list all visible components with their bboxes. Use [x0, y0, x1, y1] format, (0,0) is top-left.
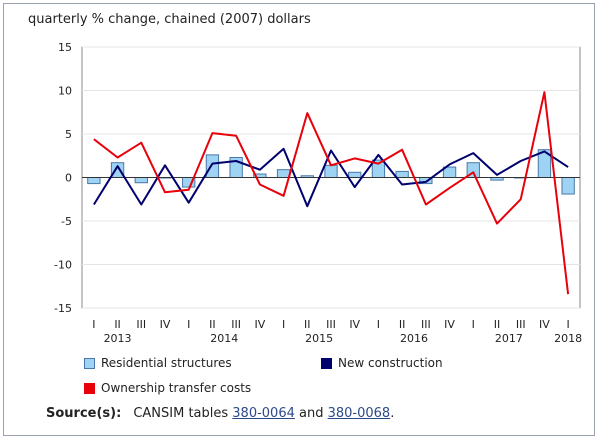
y-tick-0: 0 — [65, 172, 72, 185]
x-tick-labels: I II III IV I II III IV I II III IV I II III IV I II III IV… — [92, 318, 582, 345]
legend-item-residential: Residential structures — [84, 356, 232, 370]
x-tick-III-2: III — [136, 318, 146, 331]
legend-item-new-construction: New construction — [321, 356, 443, 370]
x-tick-I-4: I — [187, 318, 190, 331]
year-label-2014: 2014 — [210, 332, 238, 345]
y-tick--10: -10 — [54, 259, 72, 272]
x-tick-III-14: III — [421, 318, 431, 331]
x-tick-II-13: II — [399, 318, 406, 331]
bar-residential-structures-0 — [87, 177, 101, 185]
y-axis-title: quarterly % change, chained (2007) dolla… — [28, 12, 311, 27]
bar-residential-structures-8 — [276, 169, 291, 178]
year-label-2017: 2017 — [495, 332, 523, 345]
line-new-construction — [93, 147, 569, 208]
y-tick-10: 10 — [58, 85, 72, 98]
source-note: Source(s): CANSIM tables 380-0064 and 380… — [46, 406, 394, 421]
x-tick-II-9: II — [304, 318, 311, 331]
x-tick-IV-11: IV — [349, 318, 360, 331]
x-tick-I-16: I — [472, 318, 475, 331]
x-tick-II-5: II — [209, 318, 216, 331]
line-ownership-transfer-costs — [93, 91, 570, 295]
legend-swatch-residential — [84, 357, 95, 369]
x-tick-IV-7: IV — [254, 318, 265, 331]
line-series — [93, 91, 570, 295]
source-label: Source(s): — [46, 406, 122, 421]
source-text-end: . — [390, 406, 395, 421]
bar-residential-structures-11 — [348, 171, 362, 178]
year-label-2016: 2016 — [400, 332, 428, 345]
bar-residential-structures-1 — [110, 162, 125, 179]
x-tick-I-8: I — [282, 318, 285, 331]
x-tick-III-10: III — [326, 318, 336, 331]
x-tick-IV-3: IV — [160, 318, 171, 331]
x-tick-III-6: III — [231, 318, 241, 331]
y-tick-5: 5 — [65, 128, 72, 141]
y-tick-labels: 15 10 5 0 -5 -10 -15 — [54, 41, 72, 315]
bar-residential-structures-5 — [205, 154, 220, 179]
x-tick-II-17: II — [494, 318, 501, 331]
year-label-2018: 2018 — [554, 332, 582, 345]
y-tick--15: -15 — [54, 302, 72, 315]
source-link-380-0064[interactable]: 380-0064 — [232, 406, 295, 421]
source-text: CANSIM tables — [133, 406, 233, 421]
bar-residential-structures-20 — [561, 177, 575, 195]
chart-frame — [3, 3, 595, 436]
year-label-2013: 2013 — [104, 332, 132, 345]
x-tick-I-12: I — [377, 318, 380, 331]
x-tick-I-20: I — [567, 318, 570, 331]
source-text-and: and — [294, 406, 328, 421]
legend-item-ownership: Ownership transfer costs — [84, 381, 251, 395]
bar-residential-structures-10 — [324, 164, 338, 179]
y-tick-15: 15 — [58, 41, 72, 54]
source-link-380-0068[interactable]: 380-0068 — [327, 406, 391, 421]
x-tick-II-1: II — [114, 318, 121, 331]
legend-label-residential: Residential structures — [101, 356, 232, 370]
bar-residential-structures-2 — [134, 177, 148, 184]
x-tick-IV-15: IV — [444, 318, 455, 331]
legend-label-ownership: Ownership transfer costs — [101, 381, 252, 395]
y-tick--5: -5 — [61, 215, 72, 228]
bar-residential-structures-13 — [395, 170, 409, 179]
x-tick-IV-19: IV — [539, 318, 550, 331]
legend-swatch-ownership — [84, 382, 95, 394]
legend-label-new-construction: New construction — [338, 356, 443, 370]
legend-swatch-new-construction — [321, 357, 332, 369]
x-tick-III-18: III — [516, 318, 526, 331]
x-tick-I-0: I — [92, 318, 95, 331]
year-label-2015: 2015 — [305, 332, 333, 345]
